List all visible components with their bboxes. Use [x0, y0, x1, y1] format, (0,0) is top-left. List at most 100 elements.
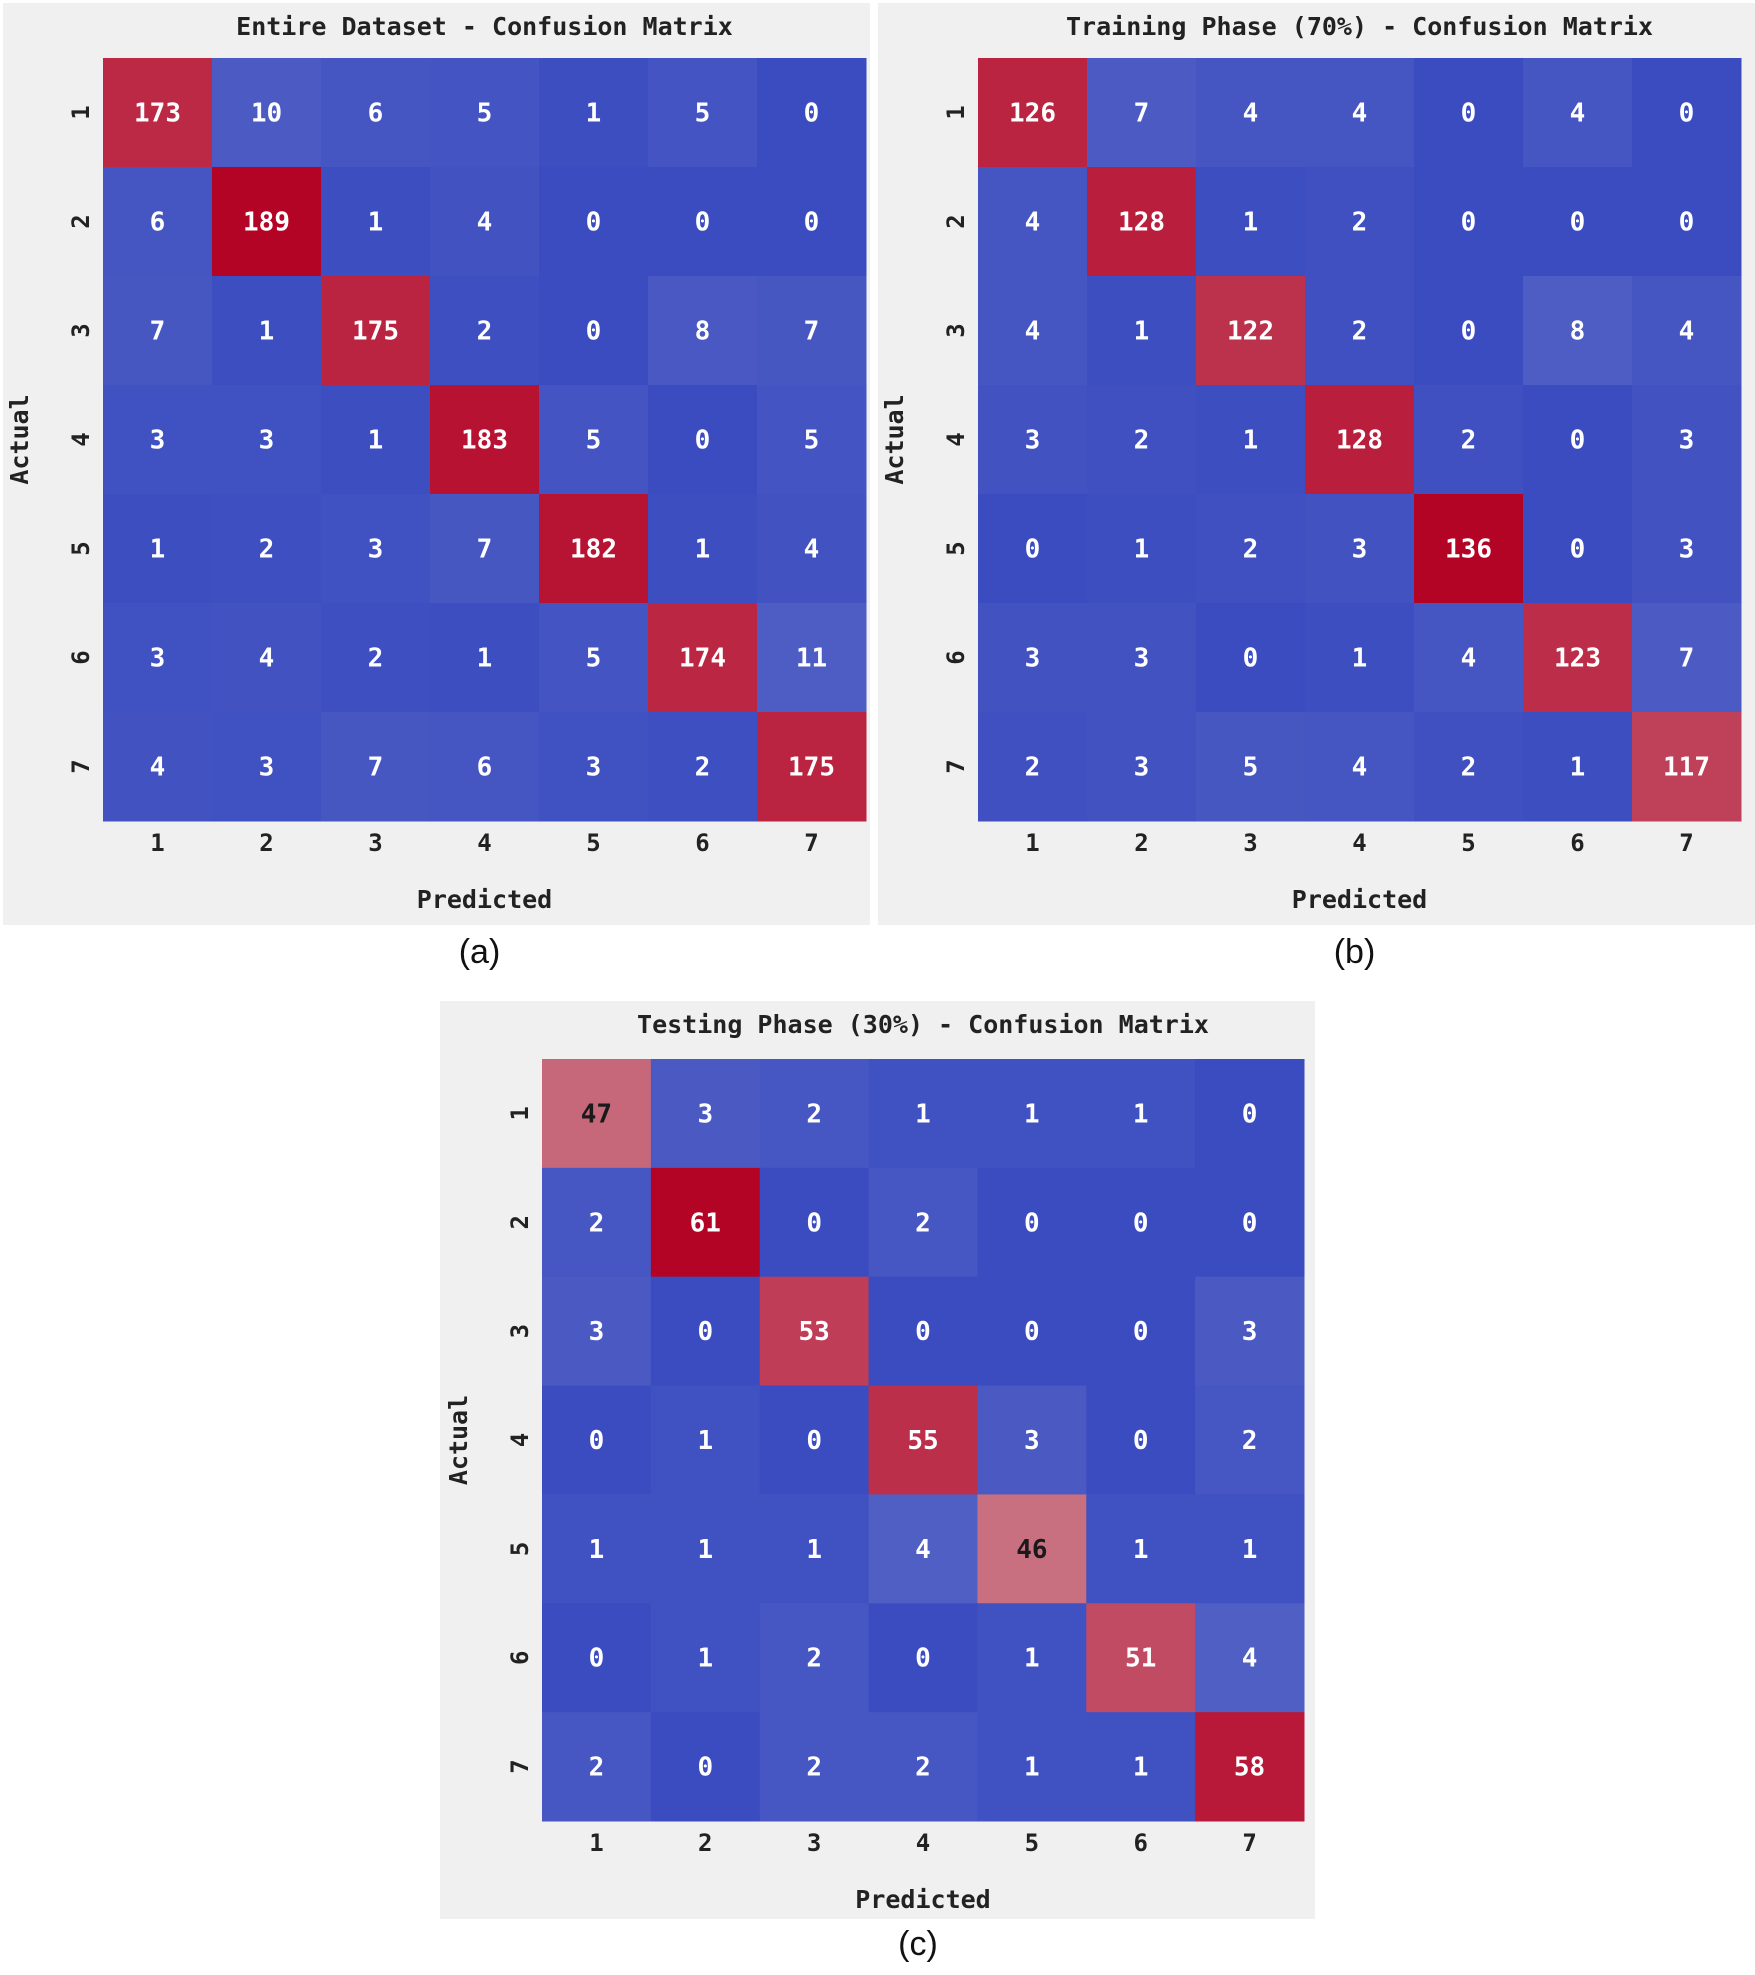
heatmap-cell — [868, 1603, 978, 1713]
cell-value-label: 0 — [1133, 1208, 1149, 1238]
cell-value-label: 2 — [915, 1753, 931, 1783]
cell-value-label: 7 — [804, 317, 820, 347]
heatmap-cell — [1086, 1059, 1196, 1169]
heatmap-cell — [1632, 385, 1742, 495]
cell-value-label: 0 — [1242, 1208, 1258, 1238]
cell-value-label: 3 — [259, 426, 275, 456]
cell-value-label: 4 — [1352, 99, 1368, 129]
heatmap-cells: 47 3 2 1 1 1 0 2 61 0 2 0 0 0 3 0 53 0 0 0 3 0 1 0 55 3 0 2 1 1 1 4 46 1 1… — [542, 1059, 1305, 1822]
cell-value-label: 2 — [589, 1208, 605, 1238]
x-tick-label: 2 — [698, 1829, 712, 1857]
cell-value-label: 1 — [477, 644, 493, 674]
heatmap-cell — [650, 1494, 761, 1604]
cell-value-label: 4 — [1352, 753, 1368, 783]
heatmap-cell — [977, 1494, 1087, 1604]
heatmap-cell — [978, 712, 1088, 822]
heatmap-cell — [430, 58, 540, 168]
cell-value-label: 0 — [804, 99, 820, 129]
heatmap-cell — [542, 1712, 652, 1822]
cell-value-label: 1 — [1134, 317, 1150, 347]
cell-value-label: 1 — [697, 1644, 713, 1674]
heatmap-cell — [759, 1603, 870, 1713]
cell-value-label: 1 — [1133, 1099, 1149, 1129]
heatmap-cell — [539, 712, 649, 822]
heatmap-cell — [430, 603, 540, 713]
heatmap-cell — [212, 276, 322, 386]
heatmap-cell — [321, 276, 431, 386]
y-tick-label: 5 — [506, 1542, 534, 1556]
heatmap-cell — [1305, 58, 1415, 168]
heatmap-cell — [542, 1385, 652, 1495]
cell-value-label: 1 — [1242, 1535, 1258, 1565]
cell-value-label: 55 — [907, 1426, 938, 1456]
cell-value-label: 2 — [915, 1208, 931, 1238]
x-tick-label: 3 — [807, 1829, 821, 1857]
heatmap-cell — [1196, 167, 1306, 277]
heatmap-cell — [1632, 58, 1742, 168]
heatmap-cell — [430, 167, 540, 277]
cell-value-label: 2 — [1025, 753, 1041, 783]
heatmap-cell — [977, 1603, 1087, 1713]
heatmap-cell — [103, 385, 213, 495]
y-tick-label: 5 — [942, 541, 970, 555]
cell-value-label: 0 — [1679, 208, 1695, 238]
heatmap-cell — [1632, 712, 1742, 822]
heatmap-cell — [1523, 712, 1633, 822]
heatmap-cell — [1087, 167, 1197, 277]
cell-value-label: 0 — [1570, 426, 1586, 456]
cell-value-label: 1 — [1570, 753, 1586, 783]
heatmap-cell — [1195, 1385, 1305, 1495]
cell-value-label: 128 — [1336, 426, 1383, 456]
heatmap-cell — [1087, 58, 1197, 168]
x-axis-label: Predicted — [417, 885, 552, 914]
x-tick-label: 7 — [1242, 1829, 1256, 1857]
confusion-matrix-panel: Training Phase (70%) - Confusion Matrix 1… — [878, 3, 1755, 925]
y-axis-label: Actual — [444, 1395, 473, 1485]
cell-value-label: 2 — [1461, 753, 1477, 783]
cell-value-label: 2 — [1242, 1426, 1258, 1456]
y-tick-label: 1 — [67, 105, 95, 119]
heatmap-cell — [1305, 712, 1415, 822]
cell-value-label: 7 — [477, 535, 493, 565]
heatmap-cell — [212, 603, 322, 713]
cell-value-label: 123 — [1554, 644, 1601, 674]
heatmap-cell — [1632, 494, 1742, 604]
cell-value-label: 4 — [1242, 1644, 1258, 1674]
heatmap-cell — [757, 603, 867, 713]
y-tick-label: 7 — [942, 759, 970, 773]
cell-value-label: 0 — [804, 208, 820, 238]
heatmap-cell — [321, 603, 431, 713]
cell-value-label: 3 — [1679, 535, 1695, 565]
heatmap-cell — [757, 494, 867, 604]
y-tick-label: 4 — [67, 432, 95, 446]
heatmap-cell — [1196, 385, 1306, 495]
cell-value-label: 6 — [150, 208, 166, 238]
y-tick-label: 1 — [506, 1106, 534, 1120]
y-tick-label: 6 — [506, 1650, 534, 1664]
cell-value-label: 2 — [1134, 426, 1150, 456]
y-tick-label: 7 — [506, 1759, 534, 1773]
heatmap-cells: 173 10 6 5 1 5 06 189 1 4 0 0 07 1 175 2 0 8 73 3 1 183 5 0 51 2 3… — [103, 58, 867, 822]
heatmap-cell — [977, 1167, 1087, 1278]
heatmap-cell — [1195, 1276, 1305, 1387]
heatmap-cell — [759, 1712, 870, 1822]
cell-value-label: 175 — [352, 317, 399, 347]
cell-value-label: 122 — [1227, 317, 1274, 347]
heatmap-cell — [868, 1385, 978, 1495]
heatmap-cell — [430, 712, 540, 822]
heatmap-cell — [539, 167, 649, 277]
heatmap-cell — [103, 494, 213, 604]
cell-value-label: 126 — [1009, 99, 1056, 129]
heatmap-cell — [1305, 494, 1415, 604]
cell-value-label: 3 — [697, 1099, 713, 1129]
heatmap-cell — [1414, 385, 1524, 495]
cell-value-label: 0 — [1133, 1426, 1149, 1456]
chart-title: Training Phase (70%) - Confusion Matrix — [1066, 12, 1653, 41]
heatmap-cells: 126 7 4 4 0 4 04 128 1 2 0 0 04 1 122 2 0 8 43 2 1 128 2 0 30 1 2 3… — [978, 58, 1742, 822]
cell-value-label: 3 — [259, 753, 275, 783]
cell-value-label: 0 — [1461, 317, 1477, 347]
cell-value-label: 5 — [586, 426, 602, 456]
cell-value-label: 0 — [1025, 535, 1041, 565]
